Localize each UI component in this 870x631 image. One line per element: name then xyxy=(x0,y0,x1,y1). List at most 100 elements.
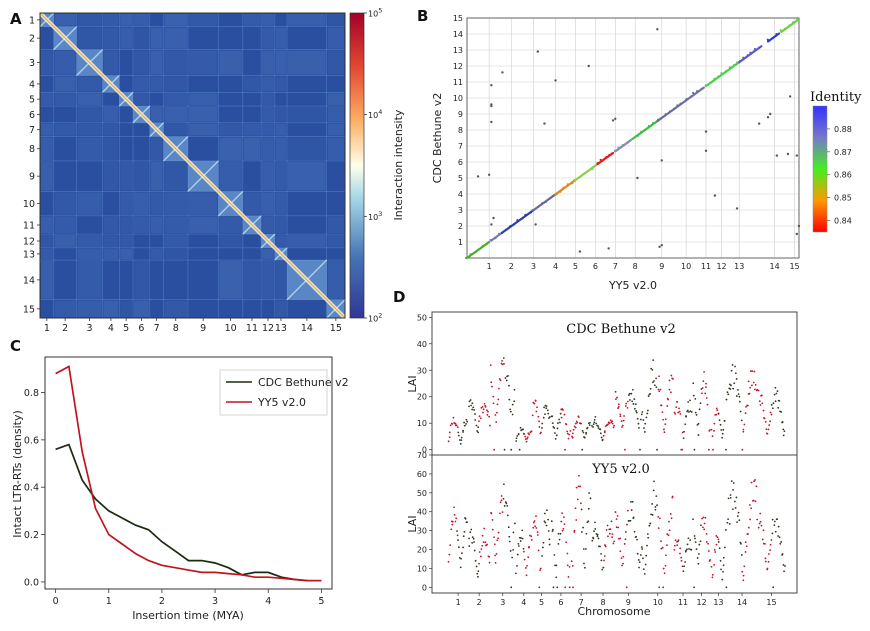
heatmap-interchrom-block xyxy=(77,27,102,49)
lai-top-point xyxy=(516,435,519,437)
lai-top-point xyxy=(748,392,751,395)
lai-bottom-point xyxy=(547,530,550,532)
dotplot-off-diagonal-point xyxy=(660,159,663,162)
lai-bottom-point xyxy=(777,535,779,537)
lai-bottom-point xyxy=(551,530,554,532)
colorbar-tick-label: 103 xyxy=(368,210,382,222)
lai-top-point xyxy=(656,448,658,451)
lai-bottom-point xyxy=(636,552,639,555)
lai-top-point xyxy=(469,399,472,401)
lai-bottom-point xyxy=(731,508,734,511)
heatmap-interchrom-block xyxy=(103,248,119,260)
lai-top-point xyxy=(639,448,641,451)
lai-top-point xyxy=(713,422,716,425)
heatmap-interchrom-block xyxy=(262,14,274,26)
lai-bottom-point xyxy=(694,537,696,540)
heatmap-interchrom-block xyxy=(327,123,344,136)
lai-top-point xyxy=(699,402,702,405)
lai-top-point xyxy=(487,410,489,413)
lai-bottom-point xyxy=(548,543,551,546)
lai-bottom-point xyxy=(773,520,776,523)
lai-top-point xyxy=(647,395,650,398)
lai-top-point xyxy=(715,413,718,416)
heatmap-interchrom-block xyxy=(262,161,274,191)
lai-top-point xyxy=(617,406,620,408)
dotplot-point xyxy=(537,205,540,208)
dotplot-off-diagonal-point xyxy=(656,28,659,31)
dotplot-point xyxy=(779,29,782,32)
lai-bottom-point xyxy=(596,535,599,538)
lai-y-tick-label: 60 xyxy=(417,470,427,479)
lai-bottom-point xyxy=(493,543,496,546)
lai-top-point xyxy=(730,369,733,372)
lai-top-point xyxy=(581,448,584,451)
lai-bottom-point xyxy=(456,530,458,532)
lai-bottom-point xyxy=(520,537,522,539)
lai-top-point xyxy=(571,432,574,435)
lai-top-point xyxy=(510,448,513,451)
lai-bottom-point xyxy=(711,576,714,579)
heatmap-interchrom-block xyxy=(150,107,163,122)
lai-top-point xyxy=(518,448,521,451)
heatmap-interchrom-block xyxy=(164,50,187,75)
lai-bottom-point xyxy=(592,537,595,540)
lai-top-point xyxy=(704,392,707,395)
heatmap-interchrom-block xyxy=(327,216,344,234)
lai-bottom-point xyxy=(600,552,602,555)
lai-bottom-point xyxy=(726,521,729,524)
lai-top-point xyxy=(661,411,664,414)
lai-bottom-point xyxy=(533,520,536,522)
lai-top-point xyxy=(449,424,452,427)
lai-top-point xyxy=(734,365,736,368)
lai-bottom-point xyxy=(757,526,760,529)
lai-top-point xyxy=(555,434,558,437)
lai-top-point xyxy=(488,415,491,418)
lai-bottom-point xyxy=(750,481,753,484)
lai-bottom-point xyxy=(629,519,632,522)
lai-bottom-point xyxy=(591,539,594,542)
lai-top-point xyxy=(681,448,684,451)
lai-top-point xyxy=(767,428,770,431)
lai-bottom-point xyxy=(693,535,696,537)
lai-bottom-point xyxy=(603,559,605,562)
dotplot-off-diagonal-point xyxy=(490,104,493,108)
lai-top-point xyxy=(505,379,508,382)
heatmap-y-tick-label: 15 xyxy=(23,304,35,315)
lai-bottom-frame xyxy=(431,454,798,594)
lai-top-point xyxy=(465,422,467,425)
lai-top-point xyxy=(632,403,635,405)
lai-top-point xyxy=(781,421,784,423)
lai-top-point xyxy=(559,421,561,424)
lai-top-point xyxy=(753,370,756,373)
lai-bottom-point xyxy=(761,538,764,541)
lai-bottom-point xyxy=(572,586,574,589)
identity-colorbar-tick-label: 0.86 xyxy=(834,171,852,180)
lai-top-point xyxy=(484,405,487,408)
heatmap-interchrom-block xyxy=(288,161,326,191)
lai-bottom-point xyxy=(604,545,607,548)
lai-top-point xyxy=(545,405,548,408)
dotplot-point xyxy=(505,228,508,231)
lai-bottom-point xyxy=(742,574,745,577)
lai-top-point xyxy=(674,412,677,415)
lai-bottom-point xyxy=(638,566,640,569)
lai-top-point xyxy=(492,395,495,398)
dotplot-point xyxy=(617,146,620,149)
heatmap-interchrom-block xyxy=(275,123,287,136)
lai-bottom-point xyxy=(510,586,513,589)
lai-bottom-point xyxy=(674,539,677,542)
lai-bottom-point xyxy=(707,542,709,545)
dotplot-point xyxy=(477,248,481,251)
lai-bottom-point xyxy=(744,551,747,553)
lai-top-point xyxy=(695,414,698,416)
lai-bottom-point xyxy=(768,553,770,555)
lai-bottom-point xyxy=(621,564,623,567)
lai-top-point xyxy=(509,408,512,411)
dotplot-point xyxy=(724,69,728,73)
colorbar-tick-exponent: 2 xyxy=(378,312,382,320)
lai-bottom-point xyxy=(662,586,665,589)
lai-top-point xyxy=(644,422,647,425)
line-chart-y-tick-label: 0.8 xyxy=(24,388,39,399)
lai-bottom-point xyxy=(758,522,761,525)
lai-top-point xyxy=(497,387,500,390)
